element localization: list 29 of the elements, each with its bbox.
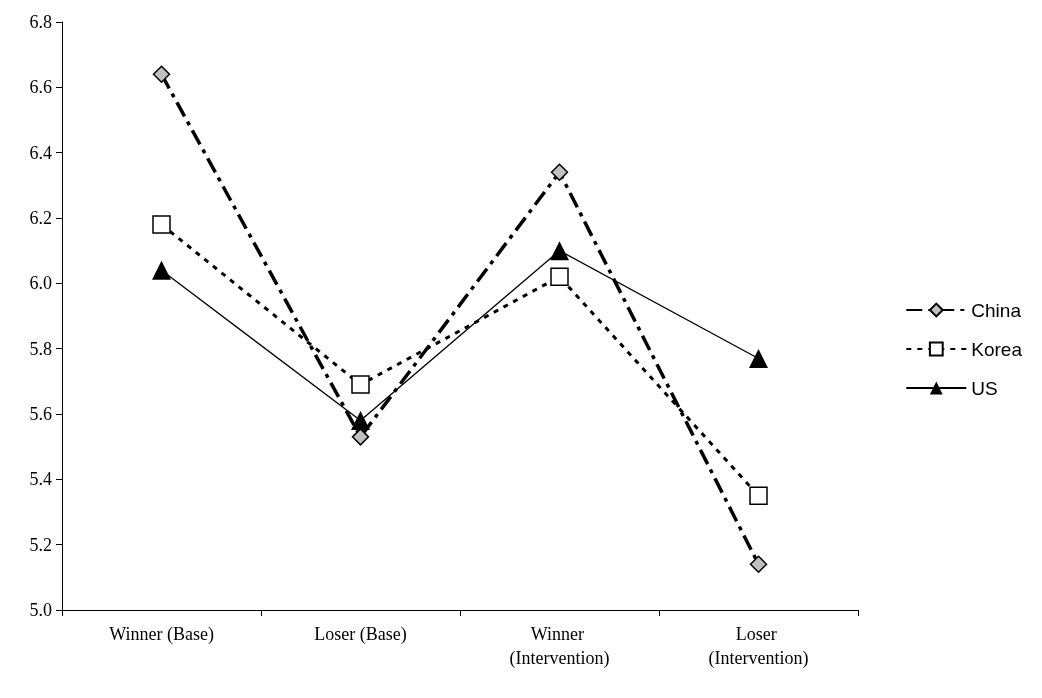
point	[152, 215, 171, 234]
y-tick-label: 6.0	[29, 273, 52, 294]
point	[749, 486, 768, 505]
point	[550, 163, 569, 182]
x-tick-label: Winner (Intervention)	[509, 624, 610, 669]
point	[550, 267, 569, 287]
x-tick-label: Winner (Base)	[109, 624, 214, 645]
point	[351, 411, 370, 431]
point	[152, 260, 171, 280]
y-tick-label: 6.4	[29, 142, 52, 163]
point	[749, 555, 768, 574]
point	[550, 241, 569, 261]
y-tick-label: 6.2	[29, 208, 52, 228]
y-tick-label: 6.8	[29, 12, 52, 32]
legend-label: Korea	[971, 338, 1023, 360]
x-tick-label: Loser (Base)	[314, 624, 407, 645]
point	[152, 65, 171, 84]
legend-label: US	[971, 377, 998, 399]
y-tick-label: 5.8	[29, 338, 52, 359]
y-tick-label: 6.6	[29, 77, 52, 98]
y-tick-label: 5.6	[29, 404, 52, 424]
point	[351, 428, 370, 446]
legend-label: China	[971, 299, 1022, 321]
y-tick-label: 5.2	[29, 534, 52, 555]
y-tick-label: 5.4	[29, 469, 52, 490]
point	[749, 348, 768, 368]
y-tick-label: 5.0	[29, 600, 52, 620]
x-tick-label: Loser (Intervention)	[708, 624, 809, 669]
point	[351, 375, 370, 394]
